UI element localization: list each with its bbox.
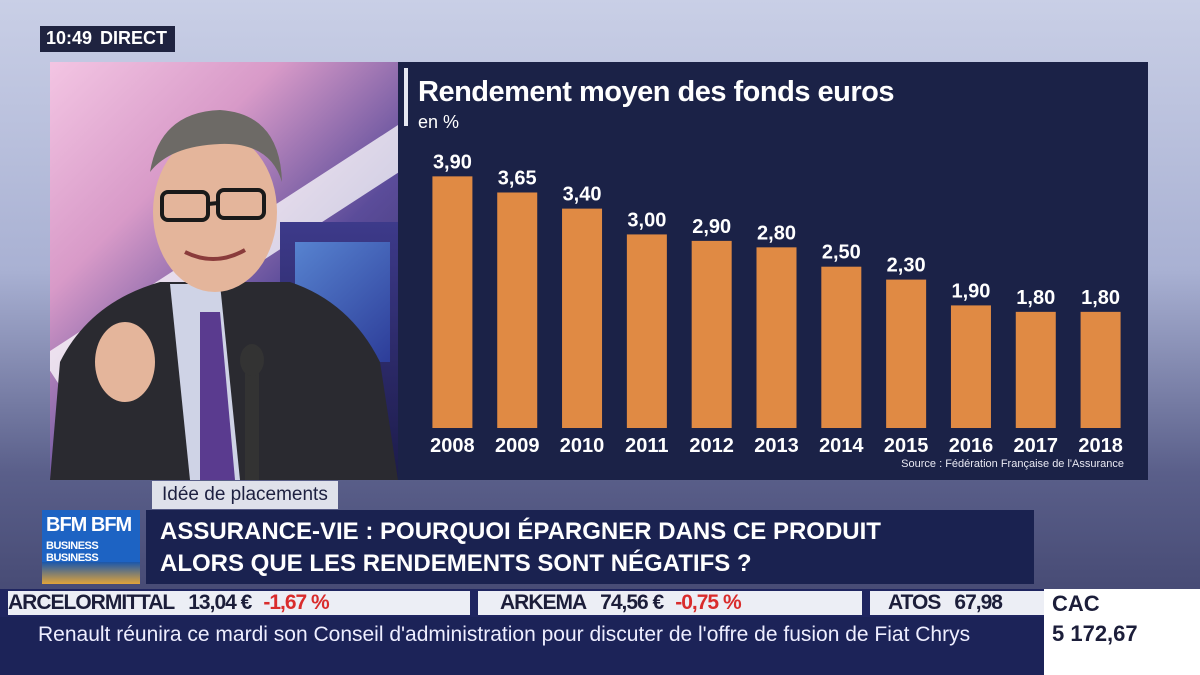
bar-value-label: 3,65 (498, 167, 537, 189)
bar-2009 (497, 192, 538, 428)
headline-banner: ASSURANCE-VIE : POURQUOI ÉPARGNER DANS C… (146, 510, 1034, 584)
clock-time: 10:49 (40, 26, 99, 52)
bar-2012 (691, 240, 732, 428)
chart-unit: en % (418, 112, 460, 132)
headline-line1: ASSURANCE-VIE : POURQUOI ÉPARGNER DANS C… (160, 518, 881, 545)
ticker-price: 67,98 (954, 591, 1003, 614)
x-tick-label: 2015 (884, 435, 929, 457)
topic-tag: Idée de placements (152, 481, 338, 509)
bar-value-label: 3,90 (433, 151, 472, 173)
ticker-price: 13,04 € (188, 591, 252, 614)
logo-line1: BFM BFM (46, 514, 132, 536)
x-tick-label: 2012 (689, 435, 734, 457)
bar-value-label: 2,90 (692, 216, 731, 238)
bar-2017 (1015, 311, 1056, 428)
x-tick-label: 2011 (625, 435, 668, 457)
ticker-item: ARKEMA 74,56 € -0,75 % (478, 591, 862, 615)
channel-logo: BFM BFM BUSINESS BUSINESS (42, 510, 140, 584)
index-name: CAC (1052, 591, 1100, 616)
chart-source: Source : Fédération Française de l'Assur… (901, 458, 1124, 470)
ticker-name: ARCELORMITTAL (8, 591, 175, 614)
bar-value-label: 3,40 (563, 184, 602, 206)
ticker-item: ATOS 67,98 (870, 591, 1044, 615)
ticker-change: -1,67 % (263, 591, 329, 614)
bar-2008 (432, 176, 473, 428)
index-box: CAC 5 172,67 (1044, 589, 1200, 675)
x-tick-label: 2017 (1014, 435, 1059, 457)
bar-value-label: 3,00 (627, 209, 666, 231)
live-clock: 10:49 DIRECT (40, 26, 176, 52)
logo-graphic (42, 562, 140, 584)
x-tick-label: 2009 (495, 435, 540, 457)
index-value: 5 172,67 (1052, 621, 1138, 646)
ticker-name: ARKEMA (500, 591, 587, 614)
chart-title: Rendement moyen des fonds euros (418, 76, 895, 108)
bar-value-label: 2,80 (757, 222, 796, 244)
presenter-figure (50, 110, 398, 480)
headline-line2: ALORS QUE LES RENDEMENTS SONT NÉGATIFS ? (160, 550, 752, 577)
chart-panel: Rendement moyen des fonds euros en % 3,9… (398, 62, 1148, 480)
x-tick-label: 2018 (1078, 435, 1123, 457)
bar-2013 (756, 247, 797, 428)
bar-2015 (886, 279, 927, 428)
x-tick-label: 2010 (560, 435, 605, 457)
live-label: DIRECT (98, 26, 176, 52)
x-tick-label: 2014 (819, 435, 864, 457)
bar-value-label: 1,80 (1016, 287, 1055, 309)
bar-2014 (821, 266, 862, 428)
logo-line2: BUSINESS BUSINESS (46, 540, 99, 564)
bar-2016 (950, 305, 991, 428)
bar-chart: 3,90 2008 3,65 2009 3,40 2010 3,00 2011 2,90 2012… (430, 151, 1123, 457)
news-crawl: Renault réunira ce mardi son Conseil d'a… (0, 617, 1044, 675)
ticker-price: 74,56 € (600, 591, 664, 614)
x-tick-label: 2013 (754, 435, 799, 457)
x-tick-label: 2016 (949, 435, 994, 457)
bar-value-label: 2,30 (887, 255, 926, 277)
bar-2011 (626, 234, 667, 428)
stock-ticker: ARCELORMITTAL 13,04 € -1,67 % ARKEMA 74,… (0, 589, 1044, 617)
title-accent-bar (404, 68, 408, 126)
bar-2010 (562, 208, 603, 428)
news-text: Renault réunira ce mardi son Conseil d'a… (38, 623, 971, 646)
ticker-change: -0,75 % (675, 591, 741, 614)
bar-value-label: 1,80 (1081, 287, 1120, 309)
x-tick-label: 2008 (430, 435, 475, 457)
bar-2018 (1080, 311, 1121, 428)
studio-video (50, 62, 398, 480)
ticker-item: ARCELORMITTAL 13,04 € -1,67 % (8, 591, 470, 615)
bar-value-label: 1,90 (951, 280, 990, 302)
ticker-name: ATOS (888, 591, 941, 614)
bar-value-label: 2,50 (822, 242, 861, 264)
